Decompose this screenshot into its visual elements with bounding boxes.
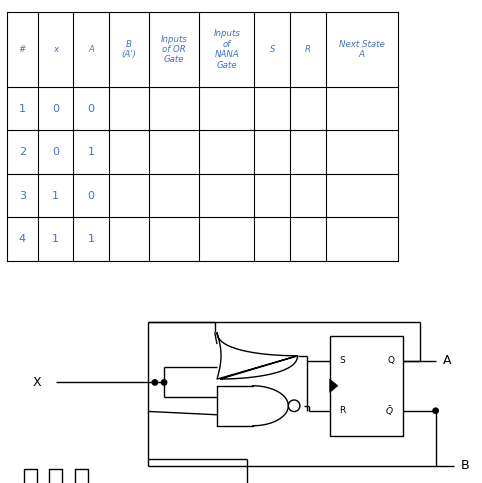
Circle shape [161, 379, 167, 386]
Text: 0: 0 [88, 191, 94, 200]
Polygon shape [217, 332, 297, 379]
Text: 1: 1 [52, 234, 59, 244]
Text: X: X [33, 376, 41, 389]
FancyBboxPatch shape [217, 386, 253, 426]
Text: B
(A'): B (A') [121, 40, 136, 59]
Text: 4: 4 [19, 234, 26, 244]
Circle shape [288, 400, 300, 412]
Text: A: A [88, 45, 94, 54]
Text: S: S [339, 356, 345, 365]
Circle shape [151, 379, 158, 386]
Text: x: x [53, 45, 58, 54]
Text: A: A [442, 354, 451, 367]
Text: 1: 1 [52, 191, 59, 200]
Text: 1: 1 [88, 147, 94, 157]
Text: 0: 0 [52, 104, 59, 114]
Text: Inputs
of OR
Gate: Inputs of OR Gate [161, 35, 187, 64]
Text: 3: 3 [19, 191, 26, 200]
Text: Next State
A: Next State A [339, 40, 385, 59]
Text: 1: 1 [88, 234, 94, 244]
Text: Inputs
of
NANA
Gate: Inputs of NANA Gate [214, 29, 241, 70]
Text: 2: 2 [19, 147, 26, 157]
Text: Q: Q [387, 356, 394, 365]
Text: 0: 0 [88, 104, 94, 114]
Text: S: S [269, 45, 275, 54]
Text: B: B [461, 459, 469, 472]
Text: $\bar{Q}$: $\bar{Q}$ [386, 404, 394, 418]
Text: #: # [19, 45, 26, 54]
FancyBboxPatch shape [330, 336, 403, 436]
Text: 1: 1 [19, 104, 26, 114]
Text: 0: 0 [52, 147, 59, 157]
Text: R: R [305, 45, 311, 54]
Circle shape [432, 407, 439, 414]
Text: R: R [339, 406, 345, 415]
Polygon shape [330, 379, 338, 392]
Polygon shape [253, 386, 288, 426]
